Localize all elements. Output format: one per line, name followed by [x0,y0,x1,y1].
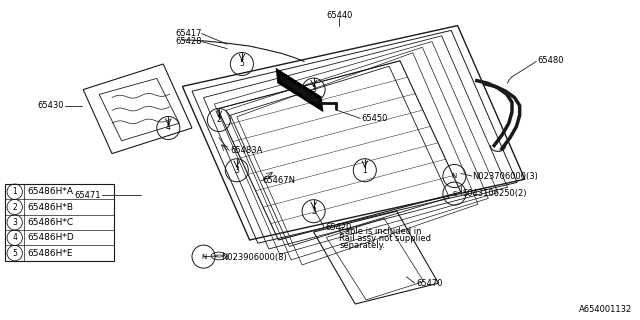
Text: 65486H*A: 65486H*A [28,187,74,196]
Text: N: N [201,254,206,260]
Text: 5: 5 [12,249,17,258]
Text: 1: 1 [362,166,367,175]
Text: N023706000(3): N023706000(3) [472,172,538,180]
Text: 65470: 65470 [416,279,442,288]
Text: S043106250(2): S043106250(2) [462,189,527,198]
Text: Rail assy,not supplied: Rail assy,not supplied [339,234,431,243]
Text: 65486H*D: 65486H*D [28,233,74,242]
Text: 65486H*B: 65486H*B [28,203,74,212]
Text: 1: 1 [12,187,17,196]
Bar [5,184,114,261]
Text: 2: 2 [216,116,221,124]
Text: N023906000(8): N023906000(8) [221,253,287,262]
Text: 4: 4 [12,233,17,242]
Text: 65428: 65428 [175,37,202,46]
Text: N: N [452,173,457,179]
Text: 5: 5 [239,60,244,68]
Text: 3: 3 [311,85,316,94]
Text: S: S [452,191,456,196]
Text: A654001132: A654001132 [579,305,632,314]
Text: 65486H*E: 65486H*E [28,249,73,258]
Text: 65440: 65440 [326,12,353,20]
Polygon shape [278,71,321,109]
Text: 65486H*C: 65486H*C [28,218,74,227]
Text: 65420: 65420 [325,223,351,232]
Text: 3: 3 [234,166,239,175]
Text: 65450: 65450 [362,114,388,123]
Text: separately.: separately. [339,241,385,250]
Text: 3: 3 [12,218,17,227]
Text: 65417: 65417 [175,29,202,38]
Text: 65467N: 65467N [262,176,296,185]
Text: Cable is included in: Cable is included in [339,227,422,236]
Text: 65483A: 65483A [230,146,263,155]
Text: 2: 2 [12,203,17,212]
Text: 4: 4 [166,124,171,132]
Text: 3: 3 [311,207,316,216]
Text: 65480: 65480 [538,56,564,65]
Text: 65471: 65471 [75,191,101,200]
Text: 65430: 65430 [38,101,64,110]
